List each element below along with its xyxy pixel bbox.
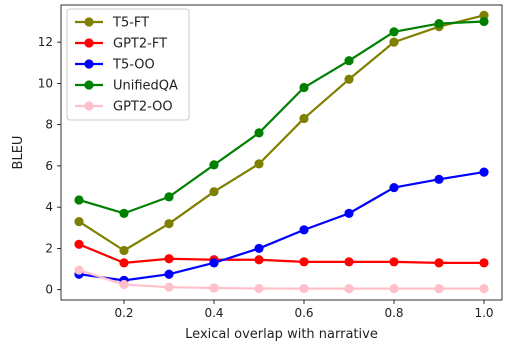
legend-marker <box>84 101 94 111</box>
data-point <box>74 217 84 227</box>
data-point <box>254 128 264 138</box>
data-point <box>344 208 354 218</box>
legend-label: T5-FT <box>112 16 149 31</box>
legend-item: T5-OO <box>75 58 155 73</box>
data-point <box>74 195 84 205</box>
data-point <box>254 243 264 254</box>
data-point <box>164 282 174 292</box>
data-point <box>479 16 489 27</box>
x-tick-label: 0.8 <box>384 306 403 320</box>
data-point <box>209 258 219 268</box>
data-point <box>434 18 444 29</box>
data-point <box>299 257 309 267</box>
series-line <box>78 14 485 252</box>
series-group <box>74 10 489 294</box>
legend-marker <box>84 80 94 90</box>
data-point <box>119 208 129 218</box>
legend-label: GPT2-OO <box>113 100 173 115</box>
y-axis-ticks: 0 2 4 6 8 10 12 <box>38 35 61 297</box>
y-tick-label: 10 <box>38 76 53 90</box>
series-unifiedqa <box>74 16 489 218</box>
data-point <box>479 167 489 177</box>
legend-item: UnifiedQA <box>75 79 178 94</box>
data-point <box>164 219 174 229</box>
x-tick-label: 0.4 <box>204 306 223 320</box>
legend-item: GPT2-OO <box>75 100 173 115</box>
data-point <box>74 265 84 275</box>
series-line <box>78 269 484 290</box>
data-point <box>479 284 489 294</box>
legend: T5-FT GPT2-FT T5-OO UnifiedQA GPT2-OO <box>66 8 190 121</box>
data-point <box>389 182 399 193</box>
y-tick-label: 2 <box>45 241 53 255</box>
legend-box <box>66 8 190 121</box>
plot-frame <box>60 4 503 301</box>
data-point <box>254 159 264 169</box>
data-point <box>164 269 174 279</box>
x-axis-ticks: 0.2 0.4 0.6 0.8 1.0 <box>114 300 494 320</box>
data-point <box>119 245 129 256</box>
data-point <box>209 160 219 170</box>
data-point <box>299 284 309 294</box>
data-point <box>344 257 354 267</box>
data-point <box>344 284 354 294</box>
data-point <box>164 192 174 202</box>
data-point <box>344 74 354 84</box>
legend-item: T5-FT <box>75 16 149 31</box>
data-point <box>254 255 264 265</box>
y-tick-label: 8 <box>45 118 53 132</box>
data-point <box>299 82 309 93</box>
y-axis-label: BLEU <box>11 136 26 170</box>
data-point <box>119 258 129 268</box>
data-point <box>434 284 444 294</box>
series-t5-oo <box>74 167 489 286</box>
y-tick-label: 12 <box>38 35 53 49</box>
legend-label: GPT2-FT <box>113 37 167 52</box>
legend-label: UnifiedQA <box>113 79 178 94</box>
series-line <box>78 20 485 215</box>
data-point <box>389 284 399 294</box>
y-tick-label: 4 <box>45 200 53 214</box>
series-gpt2-ft <box>74 239 489 268</box>
x-tick-label: 0.2 <box>114 306 133 320</box>
data-point <box>299 225 309 235</box>
data-point <box>389 257 399 267</box>
data-point <box>164 254 174 264</box>
legend-marker <box>84 38 94 48</box>
data-point <box>119 279 129 290</box>
x-tick-label: 1.0 <box>474 306 493 320</box>
series-line <box>78 243 484 264</box>
y-tick-label: 0 <box>45 283 53 297</box>
data-point <box>254 283 264 294</box>
data-point <box>74 239 84 249</box>
data-point <box>389 27 399 37</box>
series-line <box>78 171 485 282</box>
data-point <box>299 113 309 124</box>
data-point <box>434 174 444 184</box>
data-point <box>479 258 489 268</box>
x-tick-label: 0.6 <box>294 306 313 320</box>
data-point <box>209 187 219 197</box>
y-tick-label: 6 <box>45 159 53 173</box>
legend-item: GPT2-FT <box>75 37 167 52</box>
data-point <box>344 56 354 66</box>
data-point <box>434 258 444 268</box>
x-axis-label: Lexical overlap with narrative <box>185 327 378 342</box>
series-gpt2-oo <box>74 265 489 294</box>
legend-marker <box>84 59 94 69</box>
legend-label: T5-OO <box>112 58 155 73</box>
legend-marker <box>84 17 94 27</box>
data-point <box>209 283 219 293</box>
data-point <box>389 37 399 47</box>
